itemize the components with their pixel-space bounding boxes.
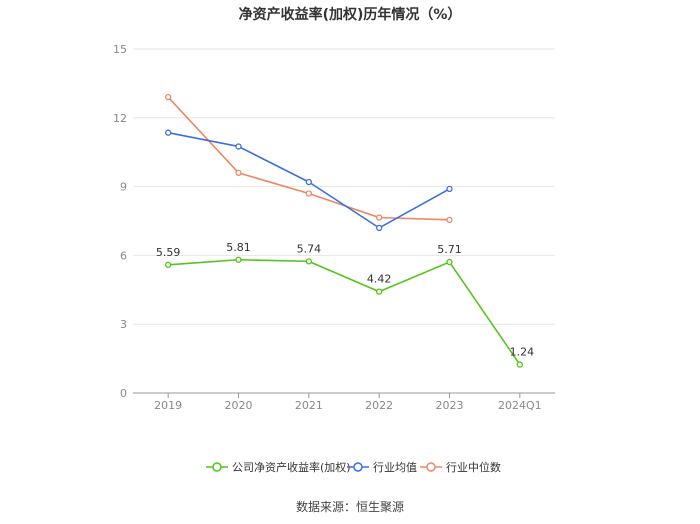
legend-item-avg: 行业均值 [347, 461, 417, 474]
data-label: 5.81 [226, 241, 251, 254]
y-tick-label: 9 [120, 181, 127, 194]
y-tick-label: 15 [113, 43, 127, 56]
legend-label: 行业中位数 [446, 460, 501, 474]
legend-swatch-marker [426, 462, 436, 472]
legend-label: 公司净资产收益率(加权) [232, 460, 351, 474]
x-tick-label: 2019 [154, 399, 182, 412]
data-point-avg [446, 185, 453, 193]
data-point-company [235, 256, 242, 263]
gridlines [133, 48, 555, 325]
legend-label: 行业均值 [373, 461, 417, 474]
legend-swatch-marker [353, 462, 363, 472]
x-tick-label: 2022 [365, 399, 393, 412]
data-point-company [165, 261, 172, 268]
y-tick-label: 6 [120, 249, 127, 262]
data-point-company [305, 258, 312, 265]
x-tick-label: 2024Q1 [498, 399, 542, 412]
data-point-median [446, 216, 453, 224]
data-label: 1.24 [510, 346, 535, 359]
data-label: 4.42 [367, 273, 392, 286]
axes: 0 3 6 9 12 15 2019 2020 2021 2022 2023 2024Q1 [113, 43, 555, 412]
legend: 公司净资产收益率(加权) 行业均值 行业中位数 [206, 460, 501, 474]
data-labels: 5.59 5.81 5.74 4.42 5.71 1.24 [156, 241, 534, 359]
legend-swatch-marker [212, 462, 222, 472]
chart-title: 净资产收益率(加权)历年情况（%） [238, 7, 462, 23]
y-tick-label: 0 [120, 387, 127, 400]
data-point-median [165, 94, 172, 101]
data-point-avg [305, 178, 312, 186]
data-point-company [516, 361, 523, 368]
x-tick-label: 2020 [225, 399, 253, 412]
data-label: 5.59 [156, 246, 181, 259]
legend-item-median: 行业中位数 [420, 460, 501, 474]
legend-item-company: 公司净资产收益率(加权) [206, 460, 351, 474]
data-label: 5.74 [297, 242, 322, 255]
series-line-median [167, 96, 450, 221]
y-tick-label: 12 [113, 112, 127, 125]
data-point-avg [235, 143, 242, 150]
series [165, 94, 523, 368]
x-tick-label: 2023 [436, 399, 464, 412]
data-point-company [446, 258, 453, 266]
y-tick-label: 3 [120, 318, 127, 331]
series-line-company [168, 258, 521, 366]
data-point-avg [165, 129, 172, 136]
data-source: 数据来源：恒生聚源 [295, 500, 404, 514]
data-point-median [235, 169, 242, 176]
x-tick-label: 2021 [295, 399, 323, 412]
data-label: 5.71 [437, 243, 462, 256]
data-point-median [305, 190, 312, 197]
data-point-company [376, 288, 383, 295]
data-point-avg [376, 224, 383, 232]
data-point-median [376, 214, 383, 221]
